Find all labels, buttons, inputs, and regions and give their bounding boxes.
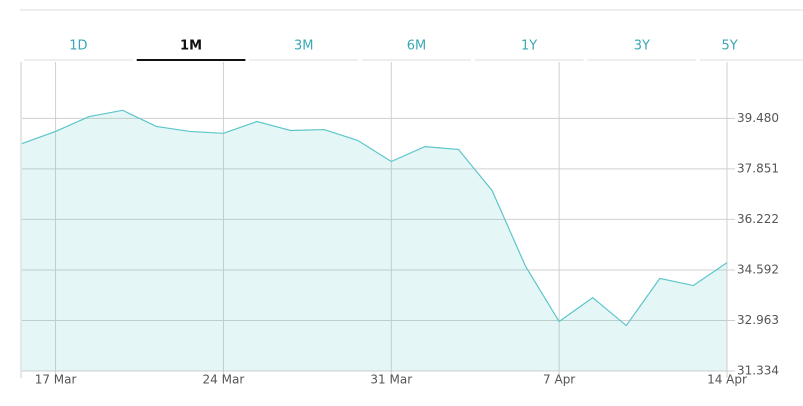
x-tick-label: 31 Mar xyxy=(370,373,412,387)
y-tick-label: 36.222 xyxy=(737,212,779,226)
tab-bar: 1D 1M 3M 6M 1Y 3Y 5Y xyxy=(24,39,803,61)
y-tick-label: 34.592 xyxy=(737,262,779,276)
tab[interactable]: 3M xyxy=(294,39,314,54)
tab[interactable]: 6M xyxy=(407,39,427,54)
tab[interactable]: 1Y xyxy=(521,39,537,54)
y-tick-label: 37.851 xyxy=(737,161,779,175)
x-tick-label: 24 Mar xyxy=(203,373,245,387)
y-tick-label: 31.334 xyxy=(737,364,779,378)
x-tick-label: 7 Apr xyxy=(543,373,575,387)
y-tick-label: 39.480 xyxy=(737,111,779,125)
tab[interactable]: 3Y xyxy=(634,39,650,54)
tab[interactable]: 1D xyxy=(69,39,87,54)
area-fill xyxy=(22,110,727,371)
tab[interactable]: 5Y xyxy=(721,39,737,54)
tab[interactable]: 1M xyxy=(180,39,202,54)
y-tick-label: 32.963 xyxy=(737,313,779,327)
price-line xyxy=(21,109,728,327)
x-tick-label: 17 Mar xyxy=(35,373,77,387)
plot: 31.334 32.963 34.592 36.222 37.851 39.480 17 M… xyxy=(21,62,779,387)
x-tick-label: 14 Apr xyxy=(707,373,747,387)
